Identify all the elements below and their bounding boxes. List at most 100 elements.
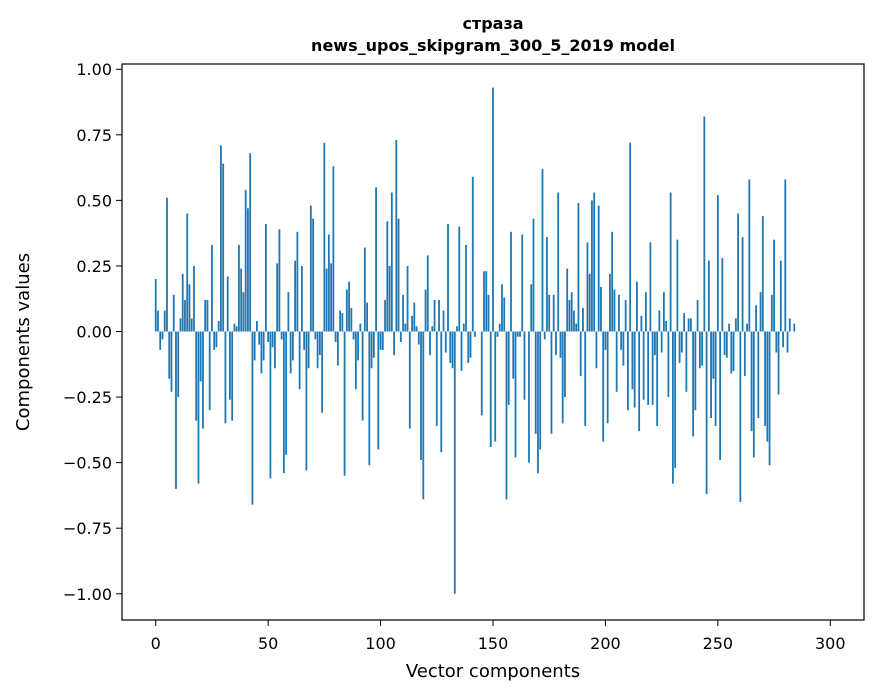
bar-175 [548, 294, 551, 332]
bar-208 [622, 331, 625, 366]
y-tick-label: 0.50 [76, 191, 112, 210]
bar-220 [649, 242, 652, 332]
bar-33 [229, 331, 231, 400]
bar-171 [539, 331, 542, 450]
bar-67 [305, 331, 308, 471]
bar-47 [260, 331, 263, 374]
bar-49 [265, 223, 267, 332]
bar-108 [397, 218, 400, 332]
bar-281 [786, 331, 789, 353]
bar-81 [336, 331, 339, 366]
bar-121 [426, 255, 429, 332]
bar-105 [390, 192, 393, 332]
bar-202 [609, 273, 611, 332]
bar-189 [579, 331, 582, 377]
bar-18 [195, 331, 198, 421]
bar-91 [359, 323, 362, 332]
bar-104 [388, 265, 391, 332]
bar-36 [235, 326, 238, 332]
bar-9 [175, 331, 177, 489]
bar-191 [584, 331, 587, 426]
bar-276 [775, 331, 778, 353]
bar-264 [748, 179, 751, 332]
bar-92 [361, 331, 364, 421]
bar-216 [640, 315, 643, 332]
bar-268 [757, 331, 760, 419]
bar-242 [698, 331, 701, 369]
bar-215 [638, 331, 641, 432]
bar-82 [339, 310, 341, 332]
bar-278 [779, 260, 782, 332]
bar-133 [453, 331, 456, 594]
bar-217 [642, 331, 645, 400]
bar-273 [768, 331, 771, 466]
bar-38 [240, 268, 243, 332]
x-tick-label: 0 [151, 634, 161, 653]
bar-227 [665, 321, 668, 332]
bar-37 [238, 244, 240, 332]
bar-126 [438, 300, 440, 332]
bar-231 [674, 331, 677, 468]
bar-30 [222, 163, 225, 332]
bar-40 [244, 189, 247, 332]
bar-201 [606, 331, 609, 424]
bar-8 [172, 294, 175, 332]
bar-87 [350, 307, 353, 332]
bar-266 [752, 331, 755, 458]
bar-164 [523, 331, 526, 400]
bar-275 [773, 239, 775, 332]
bar-31 [224, 331, 227, 424]
bar-145 [480, 331, 483, 416]
bar-70 [312, 218, 315, 332]
bar-74 [321, 331, 324, 413]
bar-110 [402, 294, 404, 332]
bar-136 [460, 331, 463, 371]
bar-192 [586, 242, 589, 332]
bar-13 [184, 300, 186, 332]
bar-230 [671, 331, 674, 484]
bar-97 [372, 331, 375, 358]
bar-14 [186, 213, 189, 332]
bar-64 [298, 331, 301, 390]
bar-131 [449, 331, 452, 363]
bar-54 [276, 263, 279, 332]
bar-148 [487, 294, 490, 332]
bar-48 [262, 331, 265, 361]
bar-155 [503, 297, 506, 332]
bar-269 [759, 292, 762, 332]
bar-263 [746, 323, 748, 332]
y-tick-label: −0.25 [63, 388, 112, 407]
bar-186 [573, 310, 575, 332]
bar-229 [669, 192, 672, 332]
bar-213 [633, 331, 636, 408]
bar-241 [696, 300, 699, 332]
bar-182 [564, 331, 566, 398]
bar-44 [253, 331, 256, 361]
bar-117 [417, 331, 420, 345]
bar-17 [193, 265, 195, 332]
bar-235 [683, 313, 686, 332]
bar-183 [566, 268, 569, 332]
y-axis-ticks: 1.00 0.75 0.50 0.25 0.00 −0.25 −0.50 −0.75 −1.00 [63, 60, 122, 604]
bar-176 [550, 331, 553, 434]
bar-173 [543, 331, 546, 340]
bar-211 [629, 142, 632, 332]
bar-239 [692, 331, 695, 437]
bar-125 [435, 331, 438, 426]
bar-11 [179, 318, 182, 332]
bar-282 [788, 318, 791, 332]
bar-98 [375, 187, 377, 332]
bar-187 [575, 323, 578, 332]
bar-80 [334, 331, 337, 342]
bar-79 [332, 166, 335, 332]
bar-132 [451, 331, 454, 369]
bar-185 [570, 292, 573, 332]
bar-195 [593, 192, 596, 332]
y-axis-label: Components values [13, 253, 34, 431]
bar-246 [707, 260, 710, 332]
bar-240 [694, 331, 697, 411]
bar-1 [157, 310, 159, 332]
y-tick-label: −1.00 [63, 585, 112, 604]
bar-66 [303, 331, 306, 350]
bar-141 [471, 176, 474, 332]
